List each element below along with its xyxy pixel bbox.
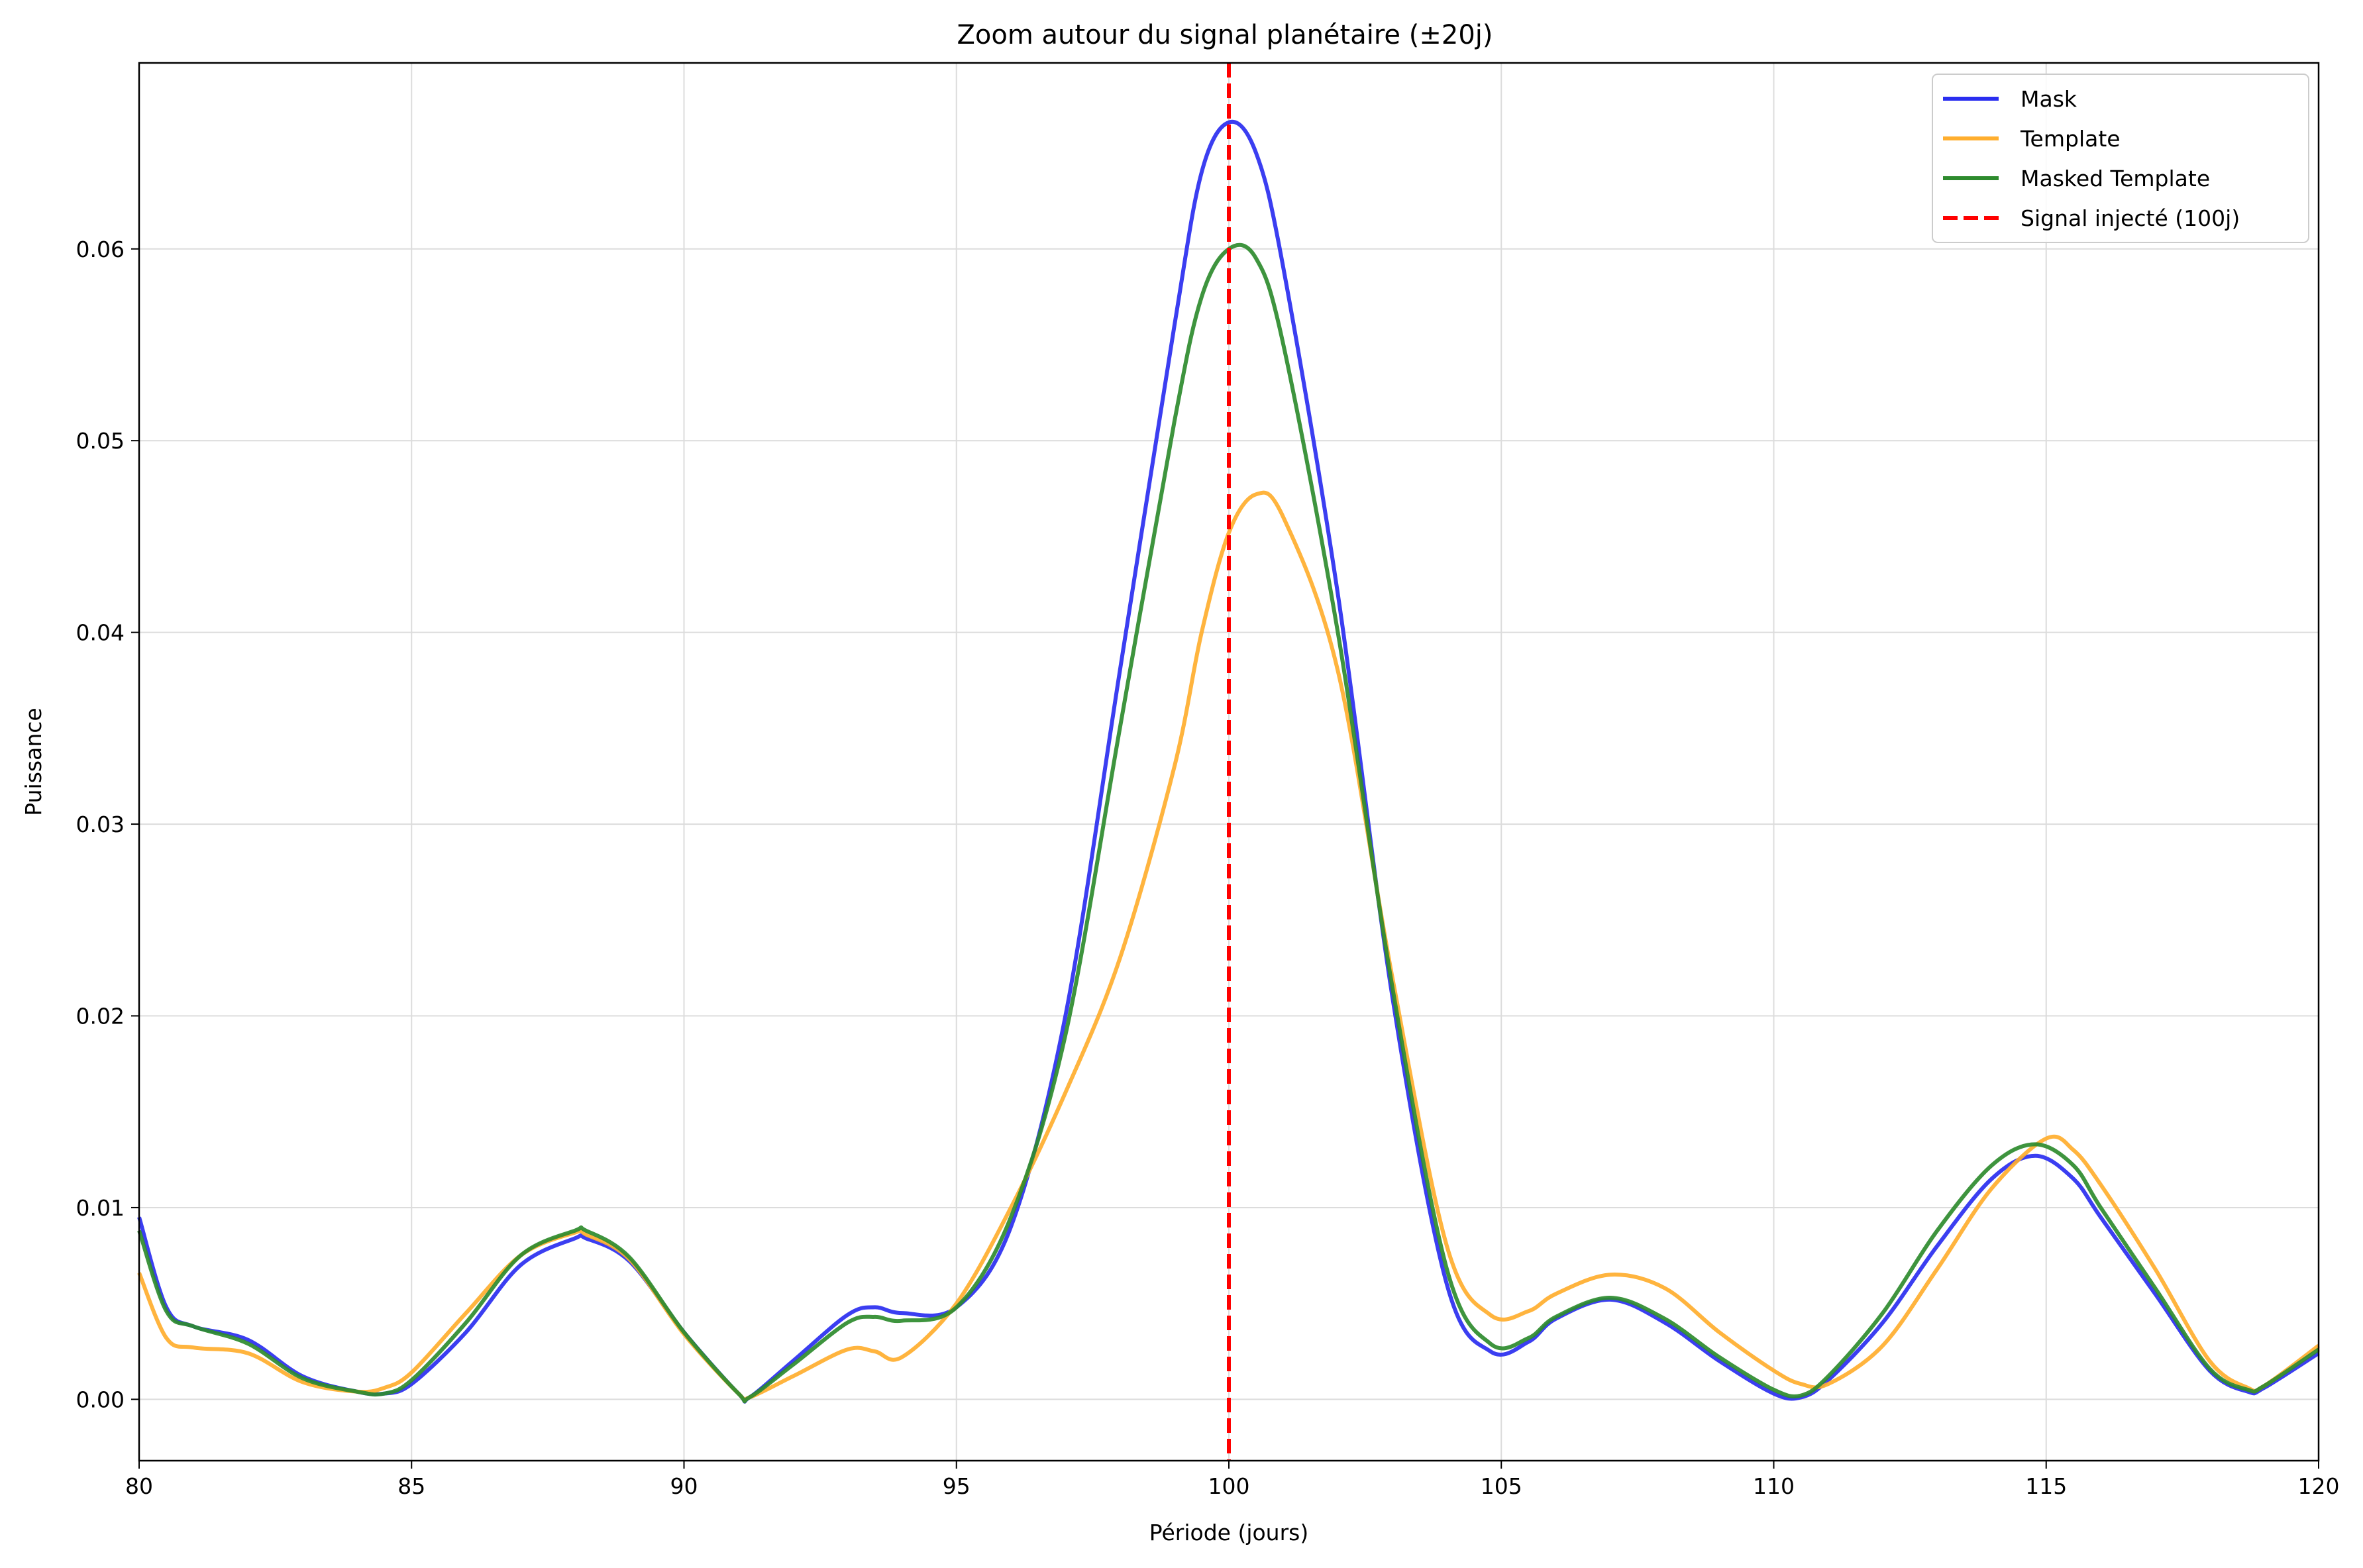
legend-label: Signal injecté (100j): [2021, 205, 2240, 231]
x-tick-label: 80: [125, 1473, 153, 1499]
y-tick-label: 0.02: [76, 1004, 125, 1029]
series-line-mask: [137, 119, 2320, 1404]
legend: Mask Template Masked Template Signal inject…: [1932, 74, 2309, 243]
series-line-masked-template: [137, 242, 2320, 1404]
y-axis-label: Puissance: [21, 707, 46, 815]
y-tick-label: 0.01: [76, 1195, 125, 1221]
legend-label: Masked Template: [2021, 166, 2210, 191]
x-tick-label: 110: [1753, 1473, 1795, 1499]
legend-label: Mask: [2021, 86, 2077, 112]
y-tick-label: 0.06: [76, 236, 125, 262]
legend-box: [1932, 74, 2309, 243]
chart-title: Zoom autour du signal planétaire (±20j): [957, 20, 1493, 50]
y-tick-label: 0.04: [76, 620, 125, 646]
y-tick-label: 0.05: [76, 428, 125, 454]
axis-ticks: 80 85 90 95 100 105 110 115 120 0.00 0.01 0.02 0.03 0…: [76, 236, 2340, 1499]
y-tick-label: 0.00: [76, 1386, 125, 1412]
plot-series: [137, 63, 2320, 1461]
y-tick-label: 0.03: [76, 811, 125, 837]
x-tick-label: 95: [943, 1473, 971, 1499]
x-tick-label: 115: [2025, 1473, 2067, 1499]
x-tick-label: 120: [2298, 1473, 2340, 1499]
x-tick-label: 85: [397, 1473, 425, 1499]
x-tick-label: 105: [1481, 1473, 1522, 1499]
legend-label: Template: [2020, 126, 2121, 152]
x-axis-label: Période (jours): [1149, 1520, 1308, 1545]
x-tick-label: 90: [670, 1473, 698, 1499]
x-tick-label: 100: [1208, 1473, 1250, 1499]
